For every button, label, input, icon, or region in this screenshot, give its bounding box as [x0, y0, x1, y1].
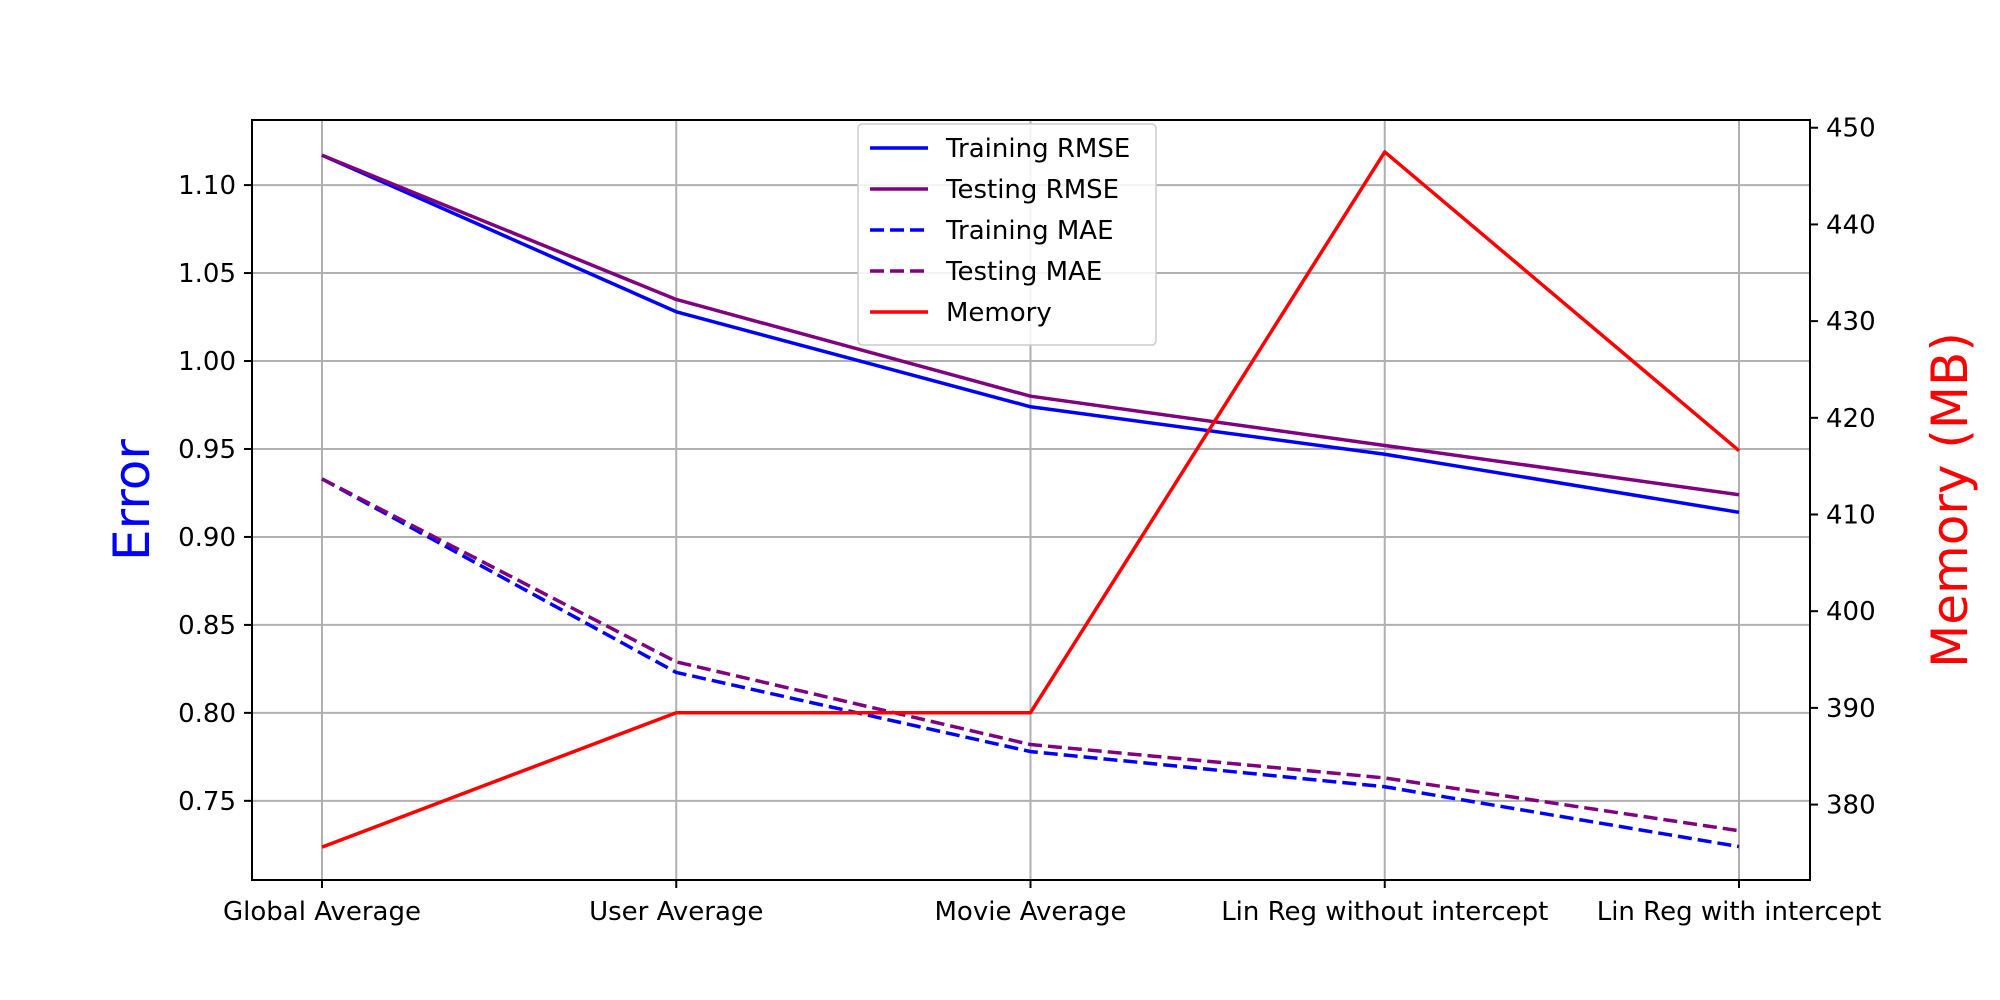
y-tick-label: 0.90 [178, 523, 236, 553]
y2-tick-label: 380 [1826, 791, 1876, 821]
series-line-training-rmse [321, 153, 1740, 515]
legend-label: Training RMSE [945, 134, 1130, 164]
y-axis-label: Error [103, 439, 161, 561]
y2-axis-label: Memory (MB) [1921, 332, 1979, 668]
y-tick-label: 0.95 [178, 435, 236, 465]
series-line-memory [321, 150, 1741, 849]
y-tick-label: 0.85 [178, 611, 236, 641]
y-tick-label: 1.10 [178, 171, 236, 201]
series-line-testing-mae [321, 477, 1740, 833]
x-tick-label: User Average [589, 897, 763, 927]
y2-tick-label: 440 [1826, 210, 1876, 240]
series-line-training-mae [321, 477, 1740, 849]
y-tick-label: 0.75 [178, 787, 236, 817]
x-tick-label: Global Average [223, 897, 421, 927]
legend-box [857, 123, 1157, 346]
y2-tick-label: 430 [1826, 307, 1876, 337]
y2-tick-label: 420 [1826, 404, 1876, 434]
y2-tick-label: 400 [1826, 597, 1876, 627]
x-tick-label: Lin Reg without intercept [1221, 897, 1548, 927]
legend-label: Testing RMSE [945, 175, 1119, 205]
y-tick-label: 1.05 [178, 259, 236, 289]
y-tick-label: 1.00 [178, 347, 236, 377]
x-tick-label: Movie Average [935, 897, 1127, 927]
legend: Training RMSE Testing RMSE Training MAE Tes… [857, 123, 1157, 346]
x-tick-label: Lin Reg with intercept [1597, 897, 1882, 927]
y2-tick-label: 450 [1826, 114, 1876, 144]
y2-tick-label: 410 [1826, 501, 1876, 531]
ticks: Global Average User Average Movie Average L… [178, 114, 1881, 927]
legend-label: Training MAE [945, 216, 1114, 246]
series-line-testing-rmse [321, 153, 1740, 497]
legend-label: Testing MAE [945, 257, 1102, 287]
legend-label: Memory [946, 298, 1052, 328]
y2-tick-label: 390 [1826, 694, 1876, 724]
series-lines [321, 150, 1741, 849]
y-tick-label: 0.80 [178, 699, 236, 729]
